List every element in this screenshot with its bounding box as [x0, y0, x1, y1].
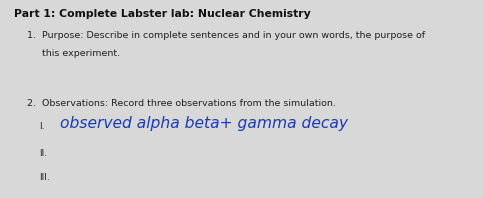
- Text: III.: III.: [40, 173, 50, 182]
- Text: 1.  Purpose: Describe in complete sentences and in your own words, the purpose o: 1. Purpose: Describe in complete sentenc…: [27, 31, 425, 40]
- Text: this experiment.: this experiment.: [27, 49, 120, 57]
- Text: 2.  Observations: Record three observations from the simulation.: 2. Observations: Record three observatio…: [27, 99, 335, 108]
- Text: observed alpha beta+ gamma decay: observed alpha beta+ gamma decay: [60, 116, 348, 131]
- Text: II.: II.: [40, 149, 48, 158]
- Text: I.: I.: [40, 122, 45, 131]
- Text: Part 1: Complete Labster lab: Nuclear Chemistry: Part 1: Complete Labster lab: Nuclear Ch…: [14, 9, 311, 19]
